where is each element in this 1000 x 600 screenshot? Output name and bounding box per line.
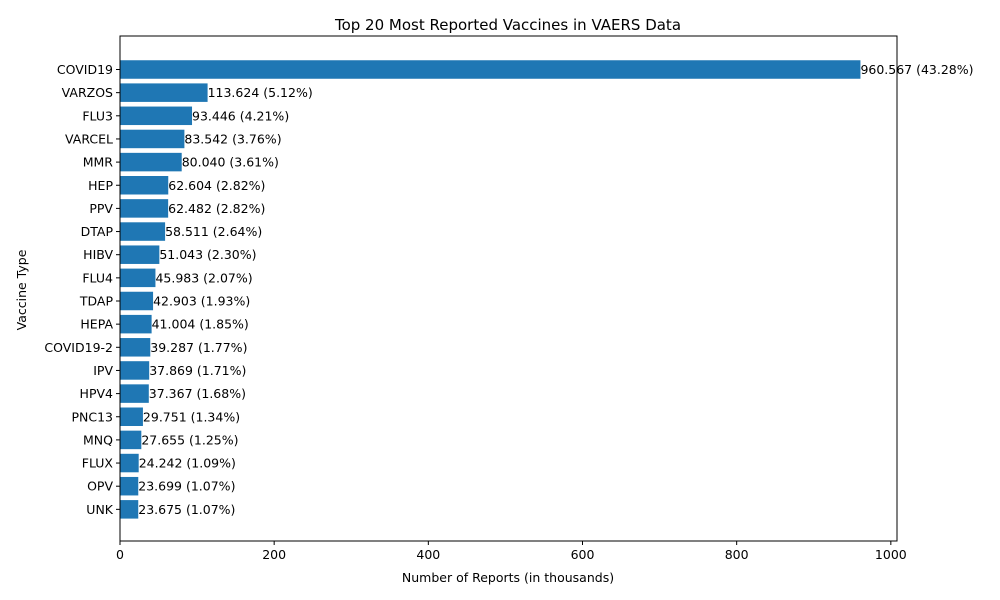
y-tick-label: MMR xyxy=(83,155,114,170)
x-axis: 0 200 400 600 800 1000 xyxy=(116,541,907,562)
y-tick-label: HPV4 xyxy=(80,386,113,401)
data-label: 29.751 (1.34%) xyxy=(143,409,240,424)
data-label: 62.604 (2.82%) xyxy=(168,178,265,193)
bars-layer xyxy=(120,60,861,519)
data-label: 37.367 (1.68%) xyxy=(149,386,246,401)
bar-hep xyxy=(120,176,169,195)
y-tick-label: COVID19 xyxy=(57,62,113,77)
y-tick-label: OPV xyxy=(87,479,113,494)
bar-opv xyxy=(120,476,139,496)
y-tick-label: HEP xyxy=(88,178,113,193)
y-tick-label: UNK xyxy=(86,502,113,517)
y-tick-label: TDAP xyxy=(79,294,114,309)
data-label: 24.242 (1.09%) xyxy=(139,456,236,471)
y-tick-label: MNQ xyxy=(83,432,113,447)
data-label: 80.040 (3.61%) xyxy=(182,155,279,170)
data-label: 39.287 (1.77%) xyxy=(150,340,247,355)
bar-ipv xyxy=(120,361,150,380)
data-label: 27.655 (1.25%) xyxy=(141,432,238,447)
y-tick-label: HEPA xyxy=(80,317,113,332)
bar-varcel xyxy=(120,129,185,149)
x-axis-title: Number of Reports (in thousands) xyxy=(402,570,614,585)
x-tick-label: 0 xyxy=(116,547,124,562)
y-tick-label: FLU3 xyxy=(82,108,113,123)
data-label: 23.675 (1.07%) xyxy=(138,502,235,517)
bar-varzos xyxy=(120,83,208,102)
x-tick-label: 200 xyxy=(262,547,286,562)
data-label: 93.446 (4.21%) xyxy=(192,108,289,123)
y-tick-label: COVID19-2 xyxy=(44,340,113,355)
y-tick-labels: COVID19 VARZOS FLU3 VARCEL MMR HEP PPV DTAP HIBV… xyxy=(44,62,120,517)
bar-hpv4 xyxy=(120,384,149,403)
x-tick-label: 800 xyxy=(725,547,749,562)
bar-ppv xyxy=(120,199,169,218)
data-label: 113.624 (5.12%) xyxy=(208,85,313,100)
data-label: 58.511 (2.64%) xyxy=(165,224,262,239)
y-axis-title: Vaccine Type xyxy=(14,249,29,330)
data-label: 23.699 (1.07%) xyxy=(138,479,235,494)
data-label: 62.482 (2.82%) xyxy=(168,201,265,216)
bar-flux xyxy=(120,453,139,473)
bar-hepa xyxy=(120,314,152,334)
y-tick-label: IPV xyxy=(93,363,113,378)
data-label: 45.983 (2.07%) xyxy=(155,270,252,285)
bar-mmr xyxy=(120,152,182,172)
data-label: 83.542 (3.76%) xyxy=(184,131,281,146)
bar-dtap xyxy=(120,222,166,241)
bar-flu4 xyxy=(120,268,156,288)
bar-mnq xyxy=(120,430,142,450)
y-tick-label: FLUX xyxy=(82,456,114,471)
bar-tdap xyxy=(120,291,154,311)
data-label: 42.903 (1.93%) xyxy=(153,294,250,309)
x-tick-label: 600 xyxy=(571,547,595,562)
data-label: 960.567 (43.28%) xyxy=(860,62,973,77)
plot-frame xyxy=(119,35,898,542)
y-tick-label: VARCEL xyxy=(65,131,113,146)
y-tick-label: HIBV xyxy=(83,247,113,262)
x-tick-label: 1000 xyxy=(875,547,907,562)
data-label: 51.043 (2.30%) xyxy=(159,247,256,262)
bar-flu3 xyxy=(120,106,193,126)
x-tick-label: 400 xyxy=(416,547,440,562)
y-tick-label: VARZOS xyxy=(62,85,113,100)
bar-pnc13 xyxy=(120,407,143,426)
bar-covid19-2 xyxy=(120,338,151,357)
chart-title: Top 20 Most Reported Vaccines in VAERS D… xyxy=(334,16,681,34)
bar-unk xyxy=(120,500,139,519)
y-tick-label: PPV xyxy=(89,201,113,216)
y-tick-label: PNC13 xyxy=(71,409,113,424)
bar-hibv xyxy=(120,245,160,264)
y-tick-label: FLU4 xyxy=(82,270,113,285)
data-label: 37.869 (1.71%) xyxy=(149,363,246,378)
y-tick-label: DTAP xyxy=(81,224,114,239)
bar-covid19 xyxy=(120,60,861,79)
data-labels: 960.567 (43.28%) 113.624 (5.12%) 93.446 (4… xyxy=(138,62,973,517)
data-label: 41.004 (1.85%) xyxy=(152,317,249,332)
